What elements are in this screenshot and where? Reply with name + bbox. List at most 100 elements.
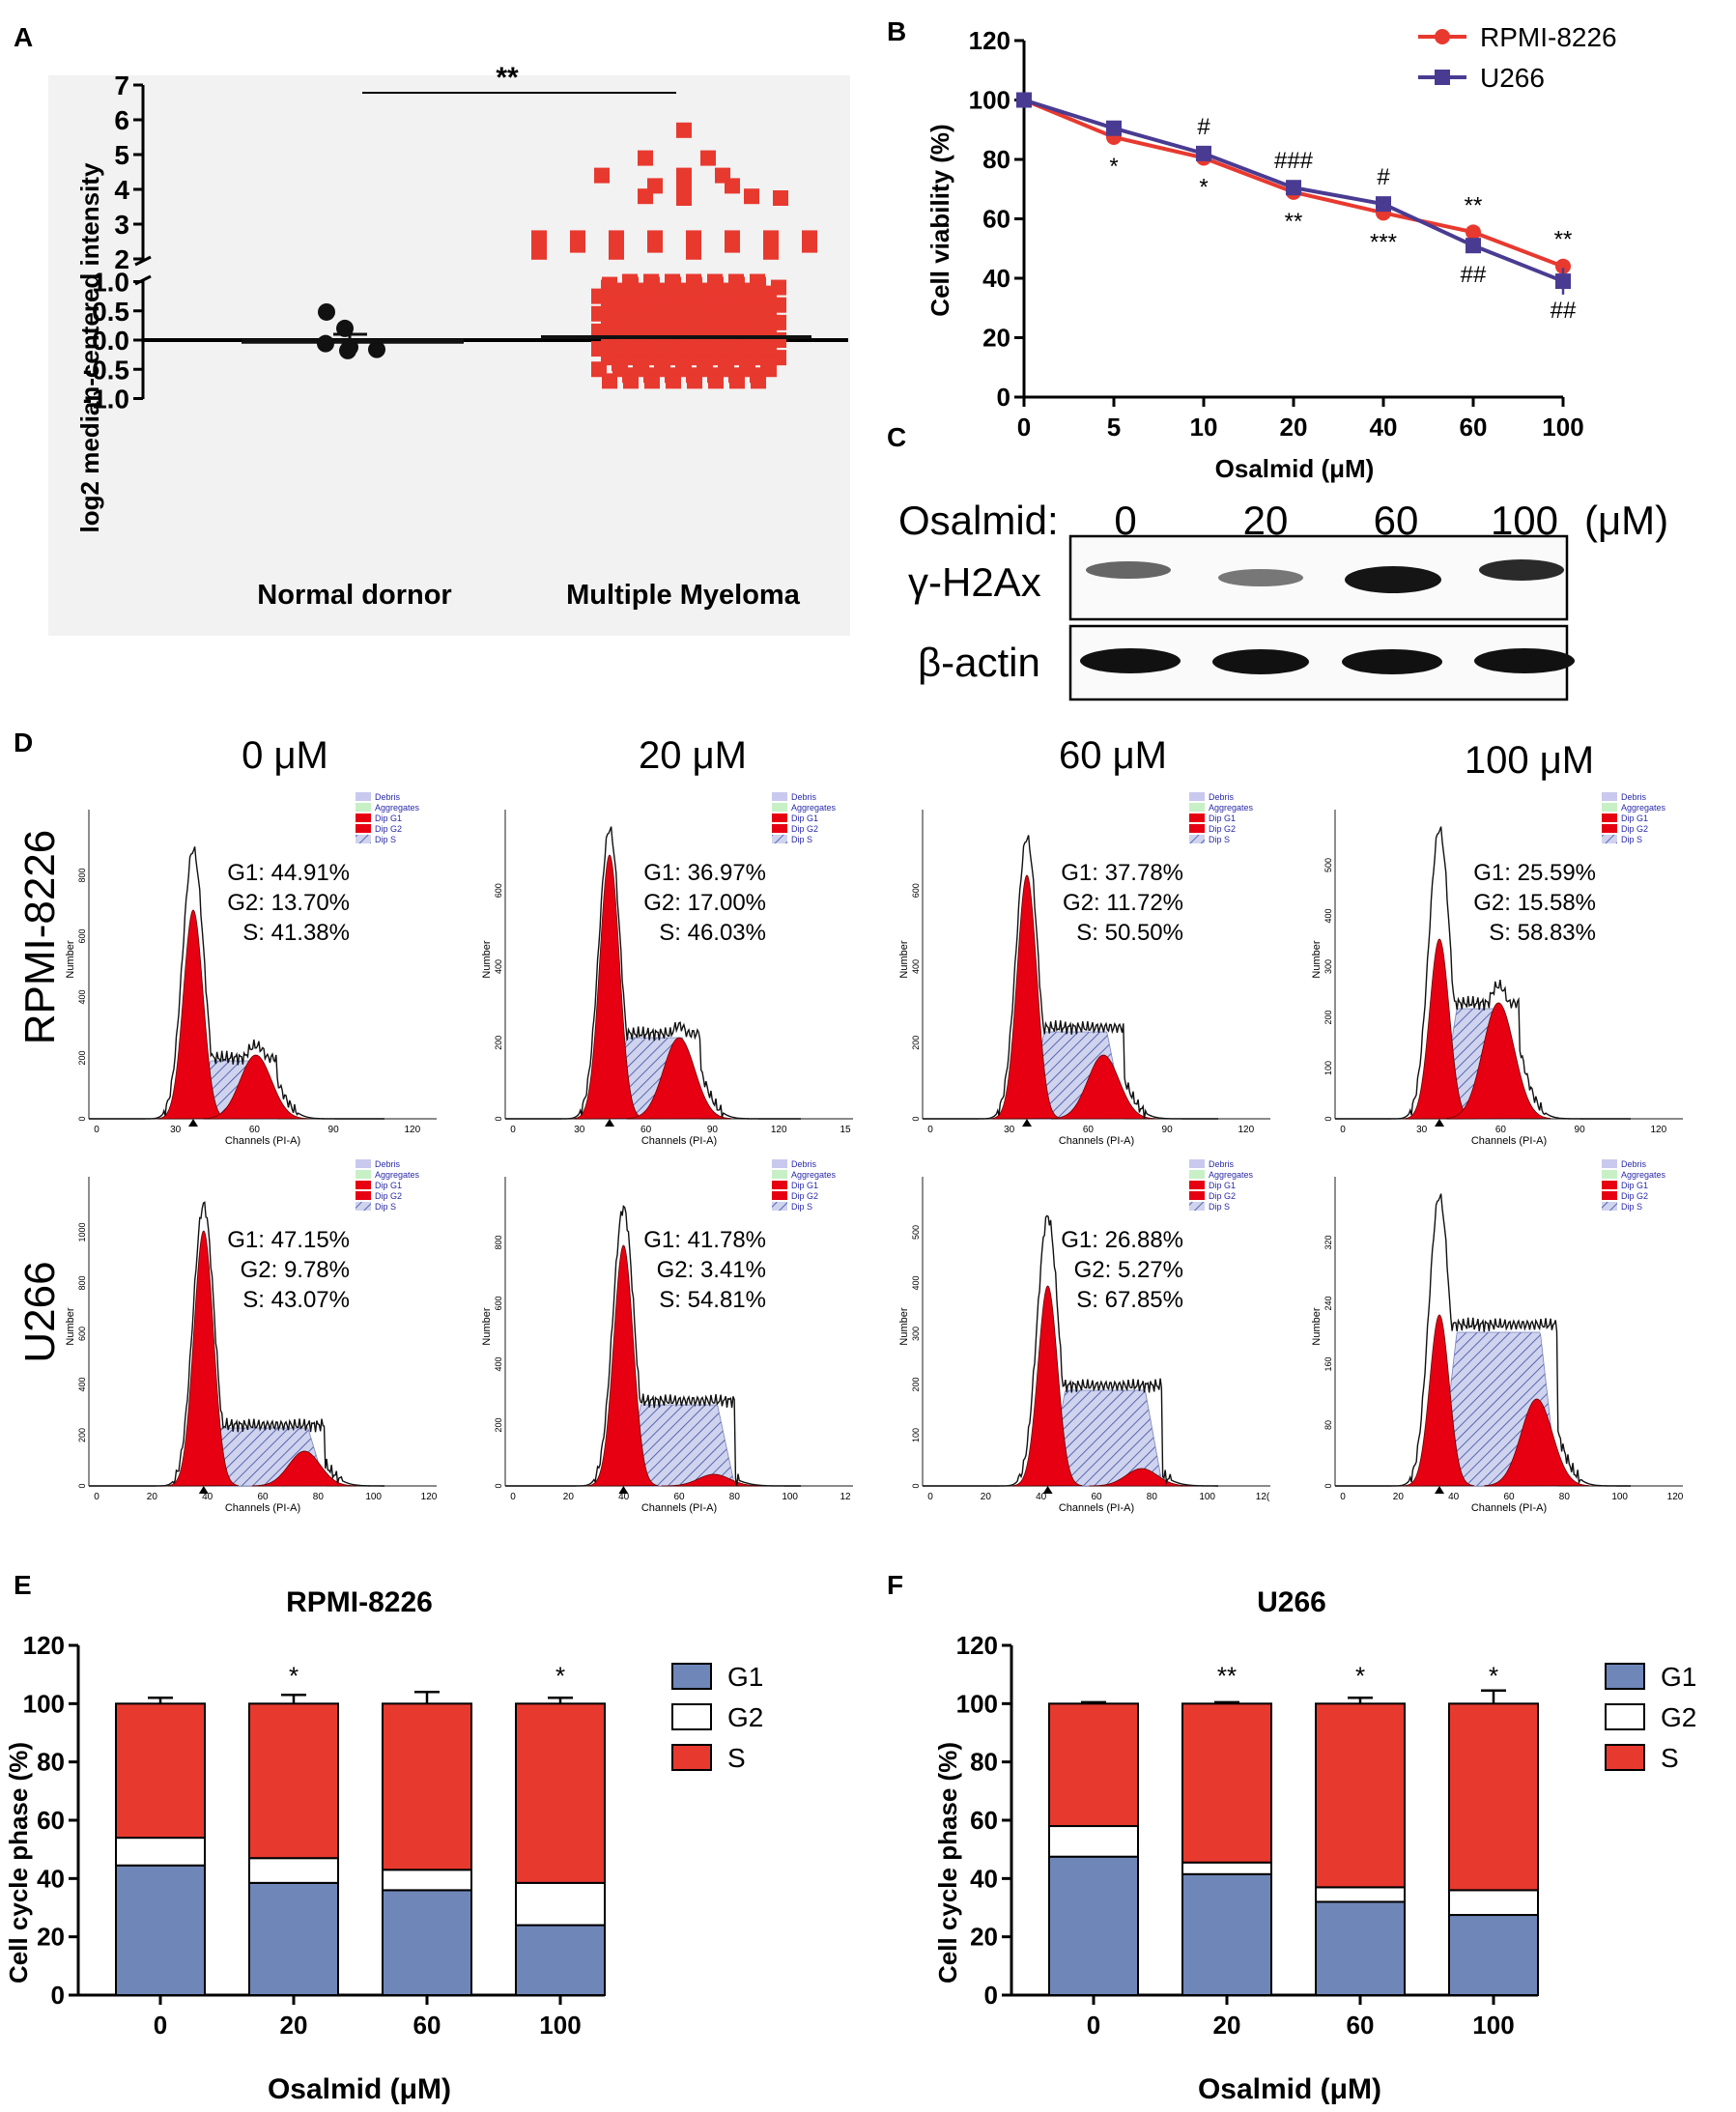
histogram-stat: G1: 41.78% <box>643 1227 766 1253</box>
significance-below: ## <box>1551 298 1577 324</box>
histogram-U266-0 μM: 0 20 40 60 80 100 120 0 200 400 600 800 1000 Channels… <box>65 1159 438 1514</box>
histogram-y-tick-label: 200 <box>77 1428 87 1442</box>
histogram-ylabel: Number <box>65 940 76 978</box>
histogram-ylabel: Number <box>481 940 493 978</box>
histogram-peak-marker <box>605 1119 614 1127</box>
dose-header-100: 100 μM <box>1465 739 1594 782</box>
panel-f-bar-G1 <box>1181 1872 1272 1997</box>
histogram-stat: G1: 44.91% <box>227 860 350 886</box>
histogram-x-tick-label: 0 <box>510 1125 516 1135</box>
histogram-xlabel: Channels (PI-A) <box>641 1135 717 1147</box>
histogram-y-tick-label: 80 <box>1323 1420 1333 1430</box>
significance-above: ### <box>1274 148 1314 174</box>
panel-e-bar-S <box>382 1702 472 1871</box>
histogram-y-tick-label: 400 <box>911 959 921 974</box>
histogram-stat: G2: 11.72% <box>1063 890 1183 916</box>
legend-marker-U266 <box>1435 70 1450 85</box>
band-actin-100 <box>1474 648 1575 673</box>
panel-b-line-chart: Cell viability (%) Osalmid (μM) 0 20 40 60 8… <box>925 22 1617 483</box>
histogram-y-tick-label: 0 <box>494 1483 503 1488</box>
histogram-legend-label: Aggregates <box>375 1170 420 1180</box>
panel-e-legend-label-G2: G2 <box>727 1702 763 1732</box>
histogram-y-tick-label: 600 <box>911 883 921 898</box>
panel-f-x-tick-label: 100 <box>1472 2011 1514 2040</box>
histogram-peak-marker <box>1435 1119 1444 1127</box>
panel-e-bar-S <box>248 1702 339 1860</box>
band-h2ax-100 <box>1479 559 1564 581</box>
dip-g1-peak <box>1012 1285 1083 1487</box>
point-U266 <box>1555 273 1571 290</box>
histogram-RPMI-8226-20 μM: 0 30 60 90 120 150200400600Channels (PI-A)Num… <box>481 792 853 1147</box>
panel-a-group-label-mm: Multiple Myeloma <box>566 580 801 611</box>
mm-point <box>700 150 716 166</box>
histogram-y-tick-label: 800 <box>77 868 87 882</box>
panel-f-x-tick-label: 20 <box>1213 2011 1241 2040</box>
dip-g1-peak <box>168 1230 239 1487</box>
histogram-outline <box>1335 1193 1631 1487</box>
panel-e-y-tick-label: 20 <box>37 1923 65 1952</box>
histogram-peak-marker <box>1042 1486 1053 1494</box>
panel-a-tick-label: 0.5 <box>92 297 129 327</box>
histogram-y-tick-label: 600 <box>494 883 503 898</box>
histogram-legend-swatch <box>1189 1181 1205 1189</box>
histogram-xlabel: Channels (PI-A) <box>1059 1502 1134 1514</box>
histogram-legend-swatch <box>772 1170 787 1179</box>
mm-point <box>802 237 817 253</box>
significance-above: # <box>1377 164 1390 190</box>
histogram-peak-marker <box>618 1486 629 1494</box>
histogram-legend-label: Aggregates <box>1621 803 1666 813</box>
mm-point <box>609 243 624 260</box>
histogram-legend-label: Dip G2 <box>791 824 818 834</box>
histogram-legend-swatch <box>772 1159 787 1168</box>
panel-f-legend-swatch-G2 <box>1605 1703 1645 1730</box>
histogram-legend-swatch <box>1602 792 1617 801</box>
histogram-peak-marker <box>198 1486 209 1494</box>
band-actin-0 <box>1080 648 1181 673</box>
histogram-legend-label: Dip G2 <box>1621 824 1648 834</box>
histogram-stat: S: 50.50% <box>1076 920 1183 946</box>
histogram-y-tick-label: 200 <box>911 1377 921 1391</box>
histogram-x-tick-label: 0 <box>927 1492 933 1502</box>
histogram-x-tick-label: 60 <box>1495 1125 1507 1135</box>
histogram-stat: S: 41.38% <box>242 920 350 946</box>
histogram-outline <box>1335 826 1631 1120</box>
histogram-stat: G2: 15.58% <box>1473 890 1596 916</box>
histogram-x-tick-label: 120 <box>1238 1125 1254 1135</box>
histogram-legend-swatch <box>356 824 371 833</box>
dip-g1-peak <box>1404 938 1475 1120</box>
histogram-x-tick-label: 60 <box>673 1492 685 1502</box>
histogram-legend-label: Aggregates <box>1621 1170 1666 1180</box>
histogram-legend-label: Dip G1 <box>1621 1181 1648 1190</box>
panel-f-x-tick-label: 0 <box>1087 2011 1100 2040</box>
histogram-legend-label: Dip S <box>1621 835 1642 844</box>
histogram-y-tick-label: 400 <box>77 989 87 1004</box>
panel-f-title: U266 <box>1257 1586 1326 1618</box>
panel-b-xlabel: Osalmid (μM) <box>1215 454 1375 483</box>
histogram-y-tick-label: 0 <box>1323 1116 1333 1121</box>
panel-e-bar-G2 <box>382 1869 472 1892</box>
band-actin-20 <box>1212 649 1309 674</box>
panel-letter-f: F <box>887 1570 903 1600</box>
histogram-y-tick-label: 500 <box>911 1225 921 1240</box>
histogram-legend-label: Debris <box>375 792 401 802</box>
histogram-stat: S: 58.83% <box>1489 920 1596 946</box>
panel-b-y-tick-label: 40 <box>982 264 1010 293</box>
histogram-x-tick-label: 100 <box>1199 1492 1215 1502</box>
histogram-x-tick-label: 40 <box>202 1492 213 1502</box>
panel-f-bar-G2 <box>1181 1861 1272 1875</box>
histogram-x-tick-label: 0 <box>510 1492 516 1502</box>
panel-letter-b: B <box>887 16 906 46</box>
histogram-outline <box>505 1204 801 1487</box>
panel-f-bar-G2 <box>1048 1825 1139 1858</box>
significance-above: ** <box>1554 227 1573 253</box>
panel-e-legend-swatch-G2 <box>671 1703 712 1730</box>
histogram-legend-swatch <box>1602 803 1617 812</box>
histogram-U266-20 μM: 0 20 40 60 80 100 120200400600800Channels (PI-… <box>481 1159 853 1514</box>
normal-donor-point <box>336 319 354 337</box>
panel-e-bar-G2 <box>248 1857 339 1884</box>
histogram-legend-swatch <box>772 1202 787 1211</box>
histogram-legend-label: Dip G1 <box>1621 813 1648 823</box>
normal-donor-point <box>318 302 335 321</box>
histogram-xlabel: Channels (PI-A) <box>1471 1502 1547 1514</box>
histogram-outline <box>89 1201 385 1487</box>
